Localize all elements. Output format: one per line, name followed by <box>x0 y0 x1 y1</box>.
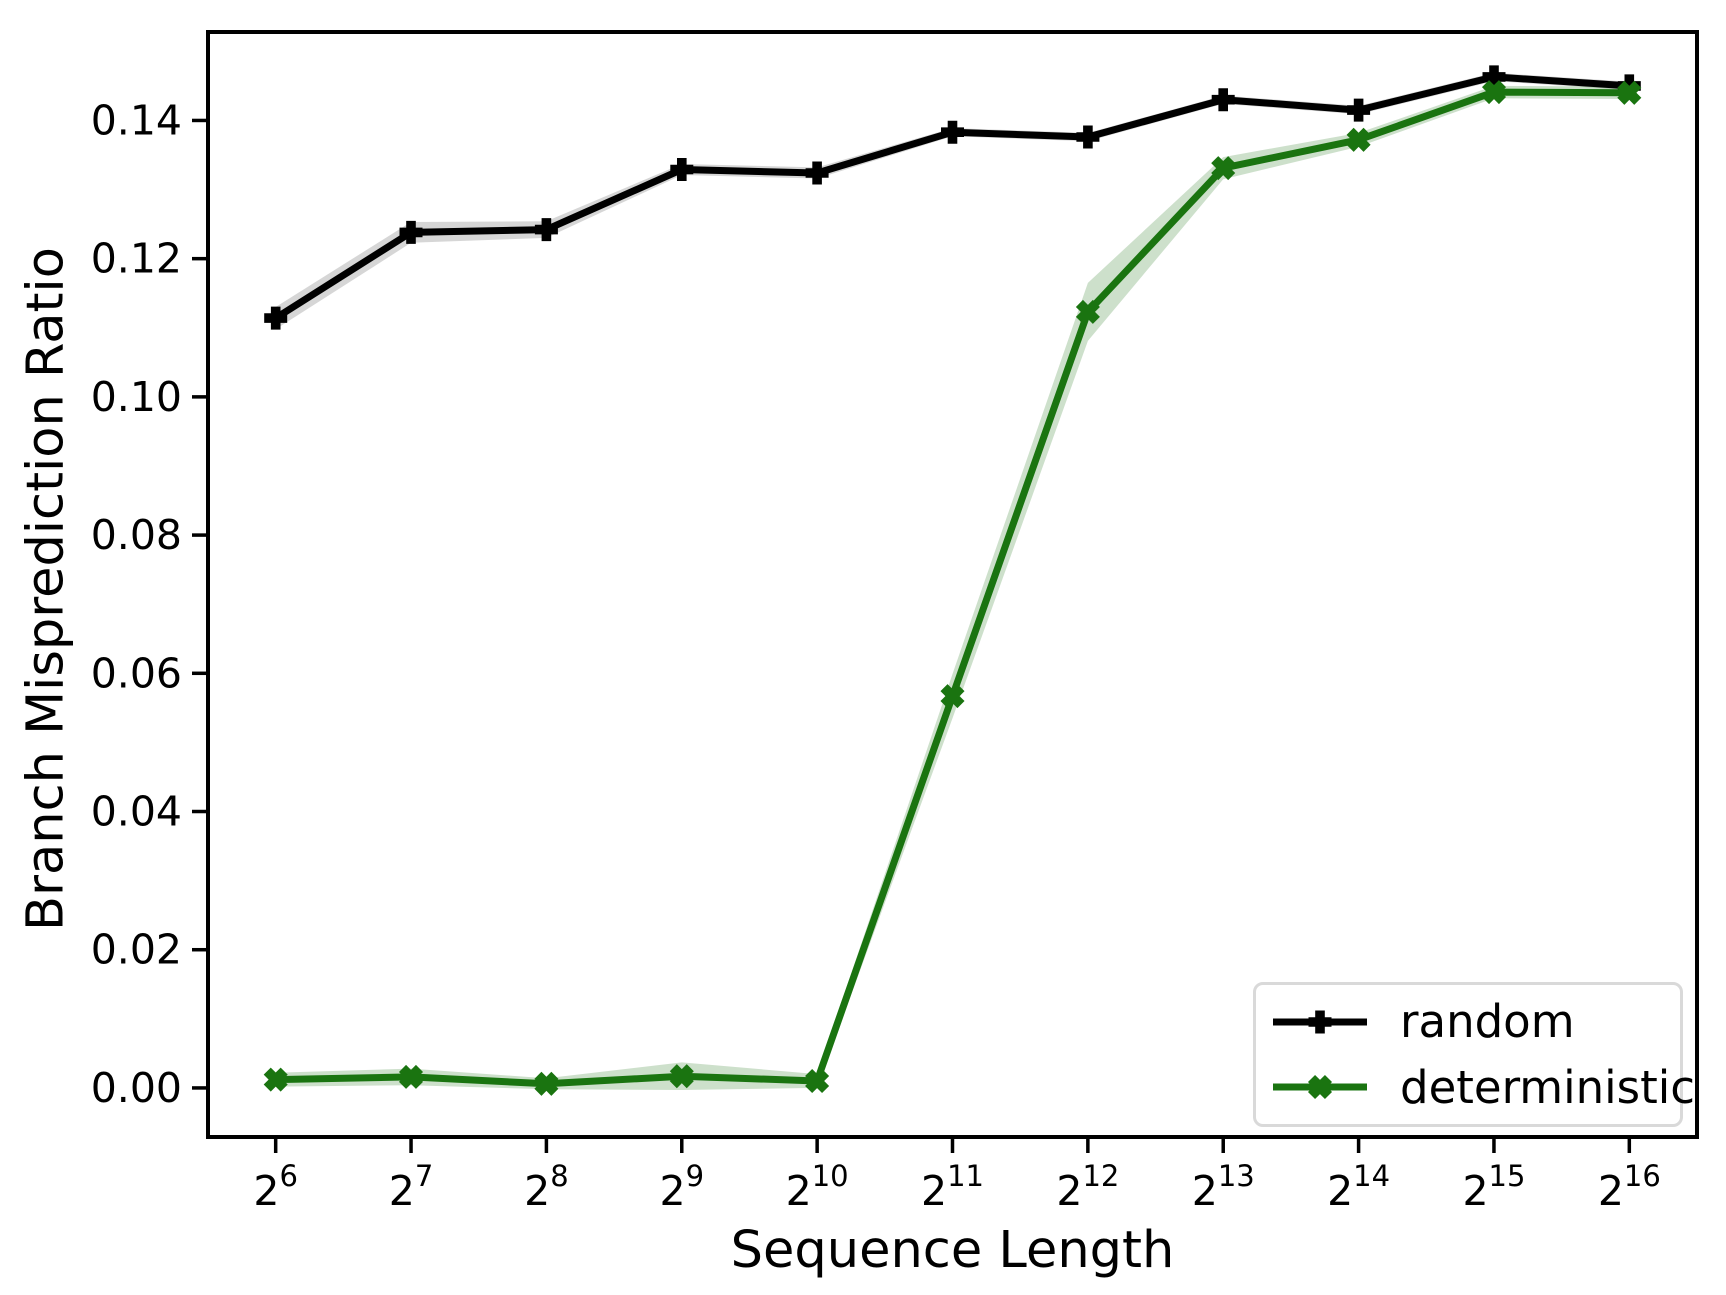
legend: random deterministic <box>1253 982 1695 1127</box>
x-tick-label: 210 <box>786 1159 849 1215</box>
x-tick-label: 215 <box>1462 1159 1525 1215</box>
data-point-marker-random <box>264 306 288 330</box>
x-tick-label: 213 <box>1192 1159 1255 1215</box>
y-tick-label: 0.04 <box>91 788 182 836</box>
legend-label: random <box>1400 995 1575 1049</box>
axes-spines <box>206 30 1699 1139</box>
data-point-marker-random <box>1211 88 1235 112</box>
data-point-marker-random <box>941 120 964 144</box>
data-point-marker-deterministic <box>805 1068 830 1094</box>
data-point-marker-random <box>399 220 423 244</box>
x-tick-label: 26 <box>253 1159 298 1215</box>
series-markers-deterministic <box>263 80 1642 1096</box>
legend-line-sample-deterministic <box>1273 1075 1367 1100</box>
legend-line-sample-random <box>1273 1010 1367 1034</box>
x-tick-label: 27 <box>389 1159 434 1215</box>
data-point-marker-random <box>805 161 829 185</box>
data-point-marker-random <box>670 158 694 181</box>
y-tick-label: 0.06 <box>91 649 182 697</box>
legend-label: deterministic <box>1400 1060 1695 1114</box>
y-tick-label: 0.10 <box>91 373 182 421</box>
data-point-marker-random <box>534 218 558 242</box>
y-tick-label: 0.08 <box>91 511 182 559</box>
x-tick-label: 212 <box>1056 1159 1119 1215</box>
legend-item-random: random <box>1270 995 1666 1048</box>
data-point-marker-random <box>1347 98 1371 122</box>
x-axis-label: Sequence Length <box>730 1221 1175 1280</box>
data-point-marker-deterministic <box>398 1064 424 1089</box>
legend-item-deterministic: deterministic <box>1270 1061 1695 1114</box>
plus-marker-icon <box>1308 1010 1332 1034</box>
y-tick-label: 0.14 <box>91 96 182 144</box>
series-markers-random <box>264 65 1641 330</box>
x-tick-label: 214 <box>1327 1159 1390 1215</box>
data-point-marker-deterministic <box>1346 127 1371 152</box>
y-tick-label: 0.02 <box>91 926 182 974</box>
x-axis: 26 27 28 29 210 211 212 213 214 215 216 <box>253 1139 1661 1215</box>
data-point-marker-deterministic <box>940 684 965 709</box>
data-point-marker-random <box>1482 65 1506 89</box>
data-point-marker-deterministic <box>263 1067 288 1092</box>
x-tick-label: 28 <box>524 1159 569 1215</box>
x-marker-icon <box>1307 1075 1333 1100</box>
data-point-marker-random <box>1076 125 1100 149</box>
y-axis: 0.00 0.02 0.04 0.06 0.08 0.10 0.12 0.14 <box>91 96 206 1112</box>
y-tick-label: 0.12 <box>91 235 182 283</box>
data-point-marker-deterministic <box>1481 80 1507 105</box>
data-point-marker-deterministic <box>1617 80 1642 105</box>
x-tick-label: 29 <box>659 1159 704 1215</box>
data-point-marker-deterministic <box>534 1071 559 1096</box>
y-tick-label: 0.00 <box>91 1064 182 1112</box>
data-point-marker-deterministic <box>1211 156 1236 181</box>
series-line-deterministic <box>272 88 1633 1088</box>
data-point-marker-deterministic <box>1075 299 1100 324</box>
x-tick-label: 211 <box>921 1159 984 1215</box>
y-axis-label: Branch Misprediction Ratio <box>16 247 76 931</box>
x-tick-label: 216 <box>1598 1159 1661 1215</box>
data-point-marker-deterministic <box>669 1064 694 1089</box>
